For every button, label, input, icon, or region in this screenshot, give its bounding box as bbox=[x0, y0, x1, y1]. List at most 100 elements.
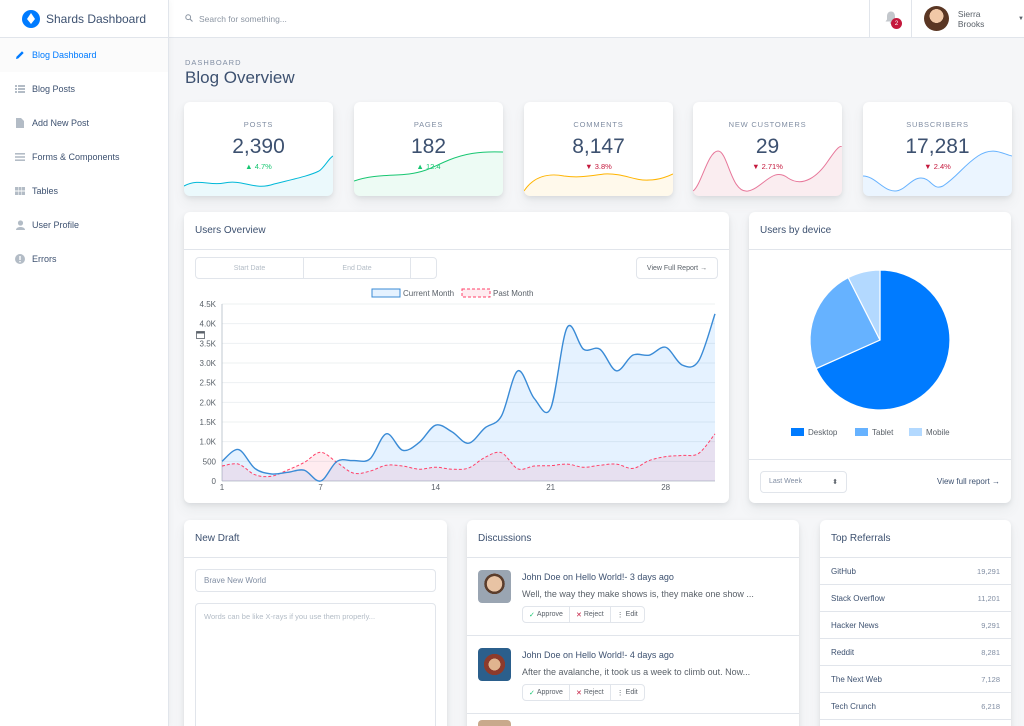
card-title: New Draft bbox=[184, 520, 447, 558]
more-vertical-icon: ⋮ bbox=[616, 689, 624, 697]
stat-label: Subscribers bbox=[906, 120, 969, 129]
stat-value: 29 bbox=[755, 135, 780, 158]
sidebar-item-label: Errors bbox=[32, 254, 57, 264]
page-title: Blog Overview bbox=[185, 68, 295, 87]
reject-button[interactable]: ✕ Reject bbox=[568, 685, 610, 700]
sparkline bbox=[524, 173, 673, 196]
users-overview-card: Users Overview Start Date End Date View … bbox=[184, 212, 729, 503]
legend-swatch bbox=[791, 428, 804, 436]
card-title: Users Overview bbox=[184, 212, 729, 250]
user-menu[interactable]: Sierra Brooks ▼ bbox=[911, 0, 1024, 37]
sidebar-item-label: Blog Dashboard bbox=[32, 50, 97, 60]
y-tick-label: 2.5K bbox=[200, 379, 217, 388]
new-draft-card: New Draft Brave New World Words can be l… bbox=[184, 520, 447, 726]
avatar bbox=[478, 570, 511, 603]
avatar bbox=[924, 6, 949, 31]
arrow-up-icon: ▲ bbox=[245, 162, 253, 171]
sidebar: Shards Dashboard Blog Dashboard Blog Pos… bbox=[0, 0, 169, 726]
pie-slice-tablet bbox=[809, 276, 881, 370]
calendar-icon[interactable] bbox=[196, 258, 436, 339]
view-full-report-button[interactable]: View Full Report → bbox=[636, 257, 718, 279]
start-date-input[interactable]: Start Date bbox=[196, 258, 304, 278]
approve-button[interactable]: ✓ Approve bbox=[529, 611, 563, 619]
sidebar-item-add-new-post[interactable]: Add New Post bbox=[0, 106, 168, 140]
stat-label: Posts bbox=[243, 120, 274, 129]
sidebar-item-label: Blog Posts bbox=[32, 84, 76, 94]
brand[interactable]: Shards Dashboard bbox=[0, 0, 168, 38]
view-full-report-link[interactable]: View full report → bbox=[937, 477, 1000, 486]
sidebar-item-user-profile[interactable]: User Profile bbox=[0, 208, 168, 242]
top-referrals-card: Top Referrals GitHub 19,291 Stack Overflo… bbox=[820, 520, 1011, 726]
stat-value: 8,147 bbox=[572, 135, 625, 158]
sidebar-item-label: Tables bbox=[32, 186, 59, 196]
stat-change: ▼ 2.71% bbox=[752, 162, 783, 171]
arrow-down-icon: ▼ bbox=[924, 162, 932, 171]
notifications-button[interactable]: 2 bbox=[869, 0, 911, 37]
sparkline bbox=[184, 155, 333, 196]
sidebar-item-tables[interactable]: Tables bbox=[0, 174, 168, 208]
sidebar-item-blog-dashboard[interactable]: Blog Dashboard bbox=[0, 38, 168, 72]
user-icon bbox=[15, 220, 25, 230]
sparkline bbox=[863, 150, 1012, 196]
stat-value: 2,390 bbox=[232, 135, 285, 158]
sidebar-item-errors[interactable]: Errors bbox=[0, 242, 168, 276]
search-input[interactable]: Search for something... bbox=[199, 13, 287, 24]
logo-icon bbox=[21, 9, 40, 28]
sidebar-item-blog-posts[interactable]: Blog Posts bbox=[0, 72, 168, 106]
approve-button[interactable]: ✓ Approve bbox=[529, 689, 563, 697]
list-icon bbox=[15, 85, 25, 93]
card-title: Top Referrals bbox=[820, 520, 1011, 558]
y-tick-label: 4.5K bbox=[200, 300, 217, 309]
discussion-actions: ✓ Approve ✕ Reject ⋮ Edit bbox=[522, 684, 645, 701]
error-icon bbox=[15, 254, 25, 264]
period-select[interactable]: Last Week ⬍ bbox=[760, 470, 847, 493]
stat-change: ▲ 4.7% bbox=[245, 162, 272, 171]
end-date-input[interactable]: End Date bbox=[304, 258, 411, 278]
close-icon: ✕ bbox=[575, 611, 582, 619]
draft-title-input[interactable]: Brave New World bbox=[195, 569, 436, 592]
card-footer: Last Week ⬍ View full report → bbox=[749, 459, 1011, 503]
referral-row: The Next Web 7,128 bbox=[820, 666, 1011, 693]
arrow-up-icon: ▲ bbox=[416, 162, 424, 171]
y-tick-label: 4.0K bbox=[200, 320, 217, 329]
stat-card-subscribers: Subscribers 17,281 ▼ 2.4% bbox=[863, 102, 1012, 196]
referral-row: Hacker News 9,291 bbox=[820, 612, 1011, 639]
reject-button[interactable]: ✕ Reject bbox=[568, 607, 610, 622]
sidebar-item-forms-components[interactable]: Forms & Components bbox=[0, 140, 168, 174]
y-tick-label: 3.0K bbox=[200, 359, 217, 368]
notification-badge: 2 bbox=[891, 18, 902, 29]
legend-label: Tablet bbox=[872, 428, 894, 437]
discussion-actions: ✓ Approve ✕ Reject ⋮ Edit bbox=[522, 606, 645, 623]
legend-swatch bbox=[909, 428, 922, 436]
series-area-current-month bbox=[222, 313, 715, 482]
legend-swatch bbox=[855, 428, 868, 436]
sidebar-item-label: Forms & Components bbox=[32, 152, 120, 162]
legend-label: Current Month bbox=[403, 289, 454, 298]
users-overview-chart: 0 500 1.0K 1.5K 2.0K 2.5K 3.0K 3.5K 4.0K 4.5K 1 7 14… bbox=[200, 288, 716, 492]
x-tick-label: 21 bbox=[546, 483, 555, 492]
draft-body-textarea[interactable]: Words can be like X-rays if you use them… bbox=[195, 603, 436, 726]
discussion-text: After the avalanche, it took us a week t… bbox=[522, 667, 751, 677]
users-by-device-chart: Desktop Tablet Mobile bbox=[791, 269, 951, 437]
legend-label: Mobile bbox=[926, 428, 950, 437]
sidebar-item-label: User Profile bbox=[32, 220, 80, 230]
y-tick-label: 2.0K bbox=[200, 398, 217, 407]
legend-label: Desktop bbox=[808, 428, 838, 437]
edit-button[interactable]: ⋮ Edit bbox=[609, 607, 644, 622]
edit-button[interactable]: ⋮ Edit bbox=[609, 685, 644, 700]
sparkline bbox=[354, 151, 503, 196]
arrow-down-icon: ▼ bbox=[585, 162, 593, 171]
period-select-value: Last Week bbox=[769, 478, 802, 485]
legend-swatch bbox=[371, 288, 401, 298]
search-bar[interactable]: Search for something... bbox=[169, 0, 869, 37]
discussion-author: John Doe on Hello World!- 3 days ago bbox=[522, 572, 674, 582]
x-tick-label: 14 bbox=[431, 483, 440, 492]
caret-down-icon: ▼ bbox=[1018, 15, 1024, 22]
stat-value: 182 bbox=[410, 135, 447, 158]
check-icon: ✓ bbox=[529, 611, 535, 619]
x-tick-label: 7 bbox=[318, 483, 323, 492]
y-tick-label: 1.0K bbox=[200, 438, 217, 447]
stat-card-new-customers: New Customers 29 ▼ 2.71% bbox=[693, 102, 842, 196]
series-area-past-month bbox=[222, 433, 715, 481]
sparkline bbox=[693, 146, 842, 196]
